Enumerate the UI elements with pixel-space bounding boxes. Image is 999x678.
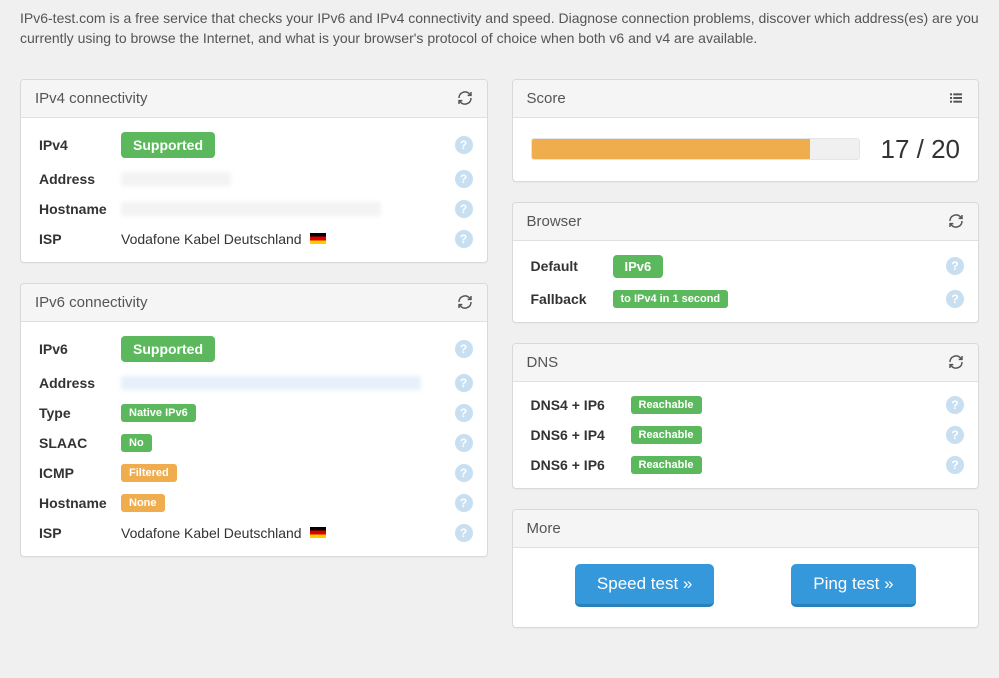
isp-text: Vodafone Kabel Deutschland [121, 525, 302, 541]
help-icon[interactable]: ? [946, 426, 964, 444]
help-icon[interactable]: ? [946, 456, 964, 474]
help-icon[interactable]: ? [946, 290, 964, 308]
row-label: Default [531, 258, 613, 274]
refresh-icon[interactable] [948, 354, 964, 370]
panel-title: DNS [527, 354, 559, 371]
row-label: DNS6 + IP4 [531, 427, 631, 443]
help-icon[interactable]: ? [455, 524, 473, 542]
ipv6-address-row: Address ? [21, 368, 487, 398]
row-label: Hostname [39, 201, 121, 217]
help-icon[interactable]: ? [455, 494, 473, 512]
ipv6-type-row: Type Native IPv6 ? [21, 398, 487, 428]
fallback-badge: to IPv4 in 1 second [613, 290, 729, 308]
row-label: ICMP [39, 465, 121, 481]
default-badge: IPv6 [613, 255, 664, 278]
help-icon[interactable]: ? [455, 340, 473, 358]
row-label: DNS6 + IP6 [531, 457, 631, 473]
row-label: Address [39, 375, 121, 391]
refresh-icon[interactable] [457, 294, 473, 310]
panel-title: More [527, 520, 561, 537]
panel-title: Browser [527, 213, 582, 230]
panel-title: IPv6 connectivity [35, 294, 148, 311]
browser-default-row: Default IPv6 ? [513, 249, 979, 284]
score-bar-fill [532, 139, 811, 159]
ipv4-row: IPv4 Supported ? [21, 126, 487, 164]
help-icon[interactable]: ? [455, 404, 473, 422]
score-bar [531, 138, 861, 160]
row-label: Address [39, 171, 121, 187]
slaac-badge: No [121, 434, 152, 452]
help-icon[interactable]: ? [946, 257, 964, 275]
row-label: ISP [39, 231, 121, 247]
list-icon[interactable] [948, 90, 964, 106]
ipv6-connectivity-panel: IPv6 connectivity IPv6 Supported ? Addre… [20, 283, 488, 557]
help-icon[interactable]: ? [455, 374, 473, 392]
help-icon[interactable]: ? [455, 434, 473, 452]
row-label: Type [39, 405, 121, 421]
ipv6-isp-row: ISP Vodafone Kabel Deutschland ? [21, 518, 487, 548]
panel-title: IPv4 connectivity [35, 90, 148, 107]
browser-panel: Browser Default IPv6 ? Fallback to IPv4 … [512, 202, 980, 323]
ipv6-hostname-row: Hostname None ? [21, 488, 487, 518]
help-icon[interactable]: ? [455, 230, 473, 248]
ipv6-slaac-row: SLAAC No ? [21, 428, 487, 458]
flag-de-icon [310, 233, 326, 244]
ipv4-address-row: Address ? [21, 164, 487, 194]
redacted-value [121, 172, 231, 186]
ipv4-hostname-row: Hostname ? [21, 194, 487, 224]
redacted-value [121, 376, 421, 390]
panel-title: Score [527, 90, 566, 107]
speed-test-button[interactable]: Speed test » [575, 564, 714, 607]
supported-badge: Supported [121, 132, 215, 158]
redacted-value [121, 202, 381, 216]
reachable-badge: Reachable [631, 396, 702, 414]
row-label: Hostname [39, 495, 121, 511]
help-icon[interactable]: ? [455, 136, 473, 154]
row-label: ISP [39, 525, 121, 541]
icmp-badge: Filtered [121, 464, 177, 482]
isp-text: Vodafone Kabel Deutschland [121, 231, 302, 247]
row-label: Fallback [531, 291, 613, 307]
row-label: IPv6 [39, 341, 121, 357]
dns-panel: DNS DNS4 + IP6 Reachable ? DNS6 + IP4 Re… [512, 343, 980, 489]
refresh-icon[interactable] [948, 213, 964, 229]
dns6-ip6-row: DNS6 + IP6 Reachable ? [513, 450, 979, 480]
help-icon[interactable]: ? [455, 464, 473, 482]
score-panel: Score 17 / 20 [512, 79, 980, 182]
ipv6-icmp-row: ICMP Filtered ? [21, 458, 487, 488]
ping-test-button[interactable]: Ping test » [791, 564, 915, 607]
row-label: SLAAC [39, 435, 121, 451]
row-label: IPv4 [39, 137, 121, 153]
supported-badge: Supported [121, 336, 215, 362]
ipv4-isp-row: ISP Vodafone Kabel Deutschland ? [21, 224, 487, 254]
flag-de-icon [310, 527, 326, 538]
ipv4-connectivity-panel: IPv4 connectivity IPv4 Supported ? Addre… [20, 79, 488, 263]
type-badge: Native IPv6 [121, 404, 196, 422]
reachable-badge: Reachable [631, 426, 702, 444]
reachable-badge: Reachable [631, 456, 702, 474]
ipv6-row: IPv6 Supported ? [21, 330, 487, 368]
row-label: DNS4 + IP6 [531, 397, 631, 413]
dns6-ip4-row: DNS6 + IP4 Reachable ? [513, 420, 979, 450]
refresh-icon[interactable] [457, 90, 473, 106]
hostname-badge: None [121, 494, 165, 512]
help-icon[interactable]: ? [455, 170, 473, 188]
score-text: 17 / 20 [880, 134, 960, 165]
help-icon[interactable]: ? [455, 200, 473, 218]
page-subtitle: IPv6-test.com is a free service that che… [20, 8, 979, 49]
help-icon[interactable]: ? [946, 396, 964, 414]
browser-fallback-row: Fallback to IPv4 in 1 second ? [513, 284, 979, 314]
more-panel: More Speed test » Ping test » [512, 509, 980, 628]
dns4-ip6-row: DNS4 + IP6 Reachable ? [513, 390, 979, 420]
